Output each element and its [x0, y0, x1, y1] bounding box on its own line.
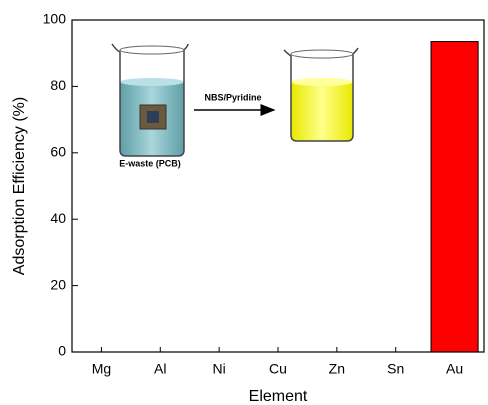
x-tick-label: Sn	[387, 361, 404, 377]
x-tick-label: Al	[154, 361, 166, 377]
x-tick-label: Cu	[269, 361, 287, 377]
x-axis-label: Element	[249, 388, 308, 405]
beaker-illustration	[284, 48, 358, 141]
annotation: E-waste (PCB)	[119, 158, 181, 168]
y-tick-label: 100	[43, 11, 67, 27]
x-tick-label: Ni	[213, 361, 226, 377]
y-tick-label: 20	[50, 276, 66, 292]
chart: NBS/Pyridine E-waste (PCB) Element Adsor…	[0, 0, 488, 405]
x-tick-label: Mg	[92, 361, 111, 377]
y-tick-label: 80	[50, 77, 66, 93]
x-tick-label: Zn	[329, 361, 345, 377]
plot-frame	[72, 20, 484, 352]
annotation: NBS/Pyridine	[204, 92, 261, 102]
beaker-illustration	[112, 44, 188, 156]
y-tick-label: 60	[50, 144, 66, 160]
y-axis-label: Adsorption Efficiency (%)	[11, 97, 28, 275]
y-tick-label: 40	[50, 210, 66, 226]
bar	[431, 42, 478, 352]
y-tick-label: 0	[58, 343, 66, 359]
x-tick-label: Au	[446, 361, 463, 377]
